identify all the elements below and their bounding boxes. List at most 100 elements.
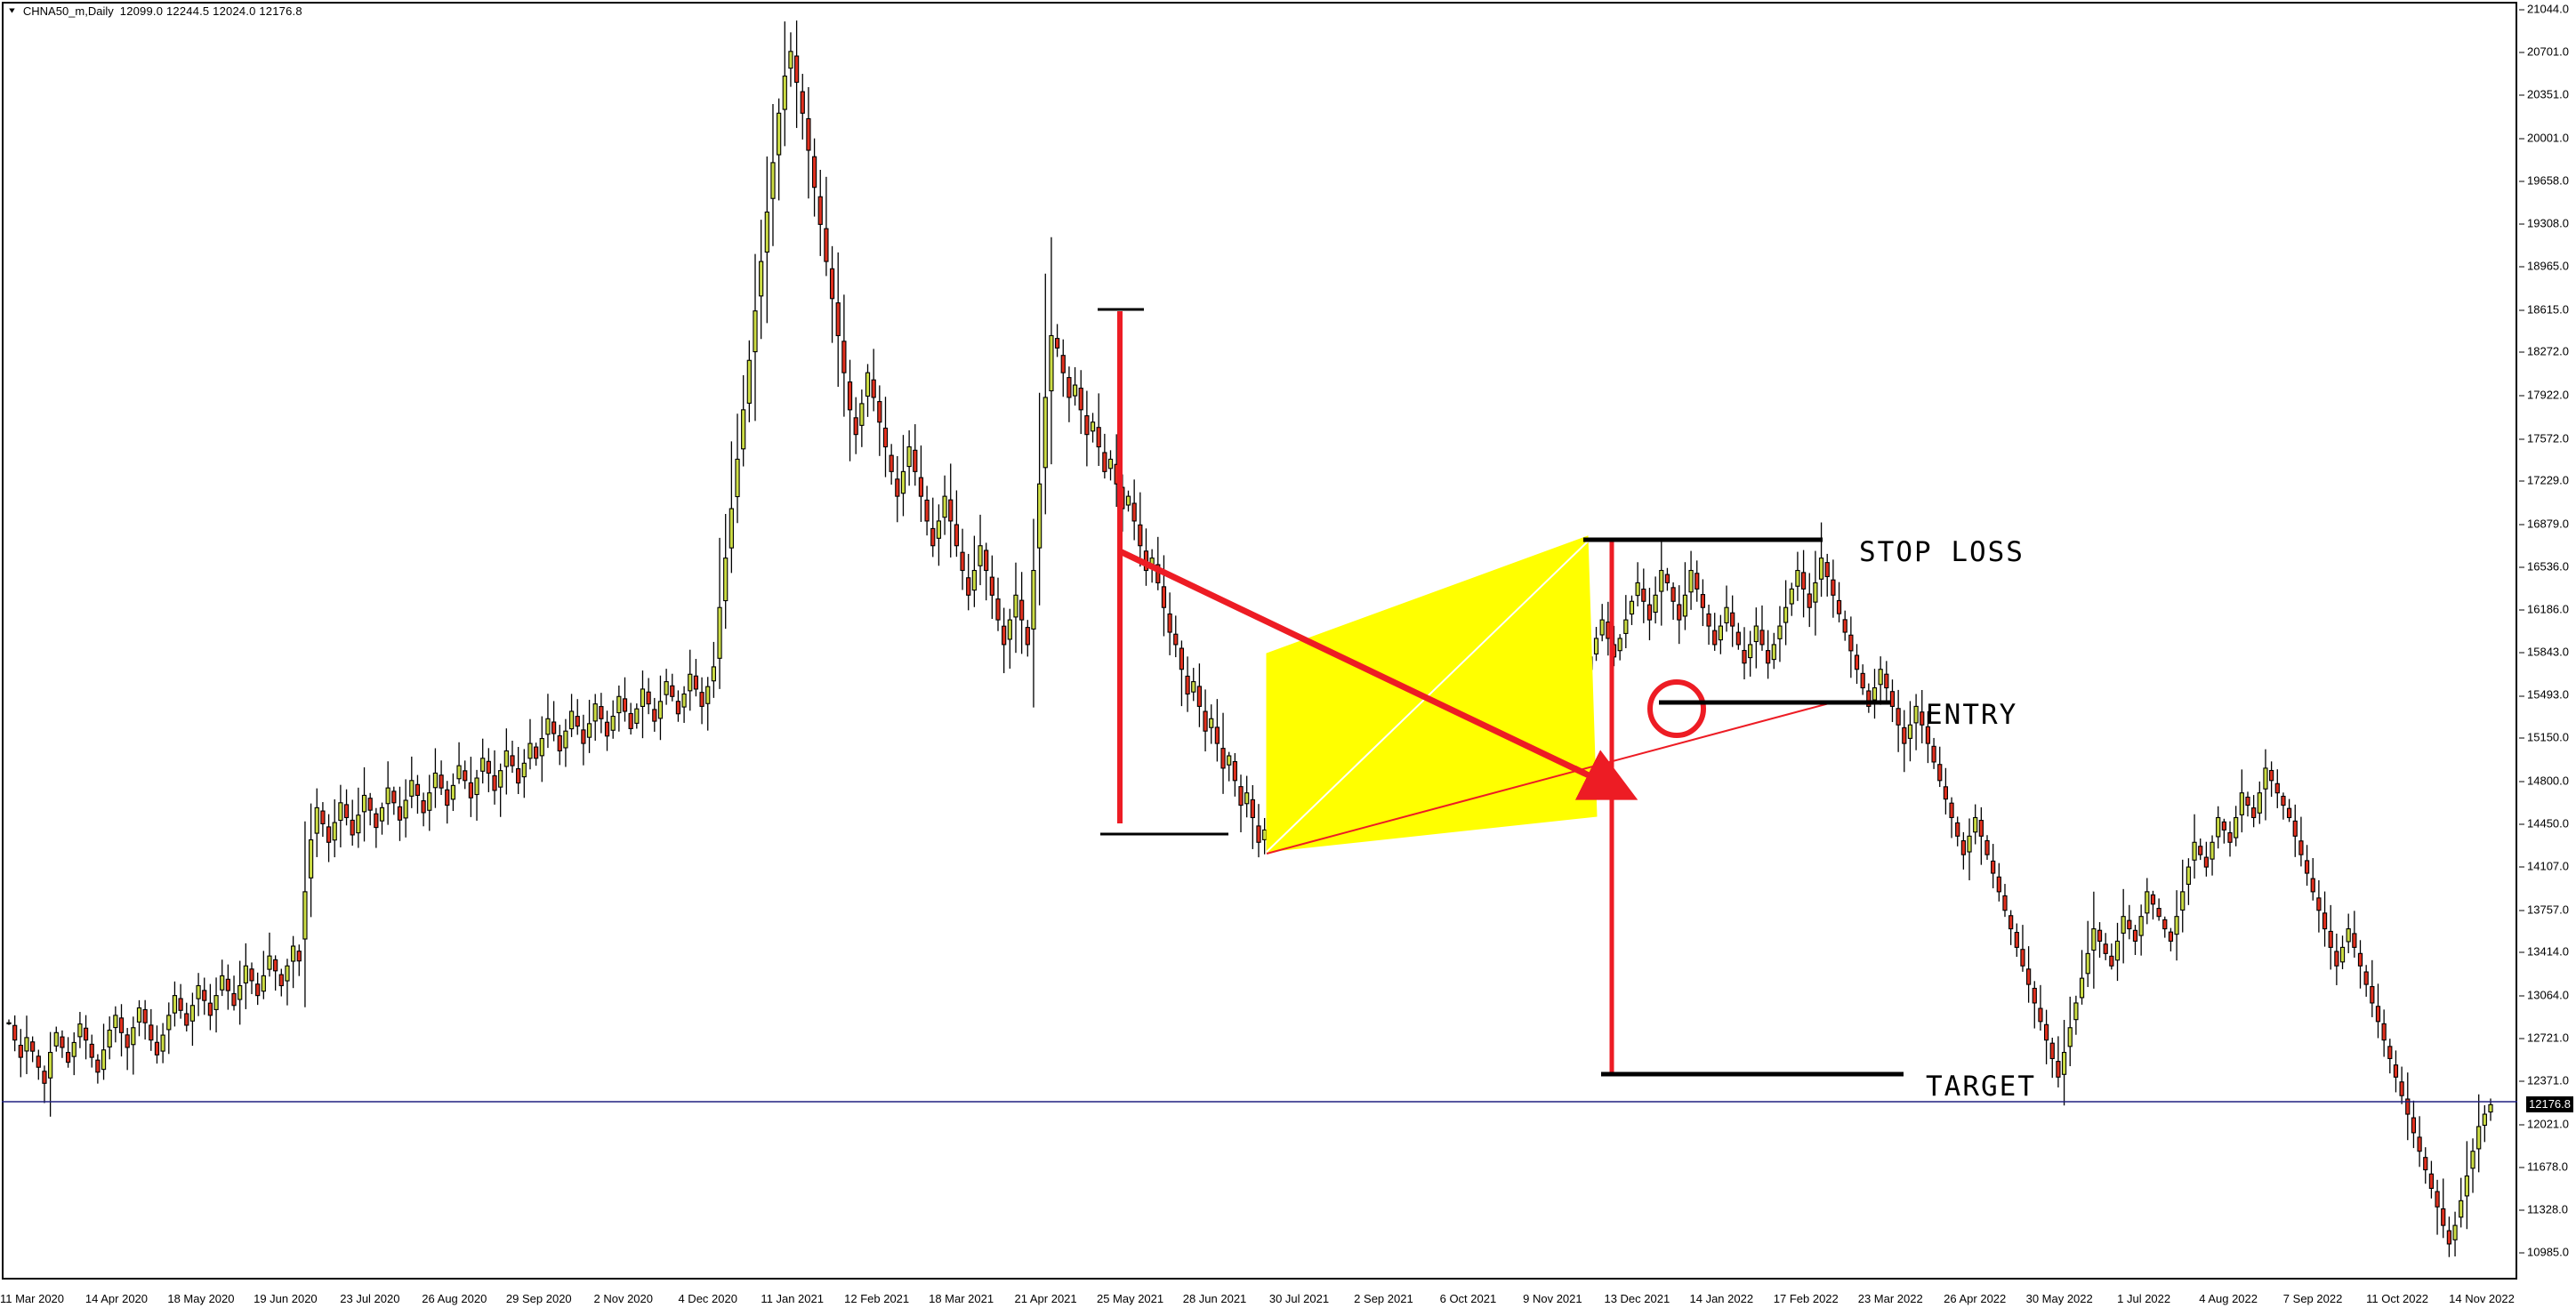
candle-body <box>2085 952 2090 975</box>
tick-dash-icon <box>2519 995 2524 997</box>
candle-body <box>427 792 432 811</box>
price-tick-label: 14107.0 <box>2527 859 2569 873</box>
candle-body <box>551 721 557 734</box>
candle-body <box>2020 949 2025 967</box>
candle-body <box>374 813 379 829</box>
candle-body <box>1753 625 1759 643</box>
date-tick-label: 9 Nov 2021 <box>1523 1292 1582 1305</box>
candle-body <box>1031 569 1036 630</box>
candle-body <box>741 409 746 450</box>
date-axis[interactable]: 11 Mar 2020 14 Apr 2020 18 May 2020 19 Jun … <box>0 1281 2576 1308</box>
candle-body <box>136 1007 142 1023</box>
candle-body <box>2239 792 2244 815</box>
candle-body <box>699 692 704 707</box>
candle-body <box>65 1052 71 1063</box>
date-tick-label: 14 Jan 2022 <box>1689 1292 1754 1305</box>
candle-body <box>2257 792 2262 814</box>
tick-dash-icon <box>2519 866 2524 868</box>
candle-body <box>1920 711 1925 726</box>
chevron-down-icon[interactable]: ▼ <box>7 5 17 15</box>
tick-dash-icon <box>2519 781 2524 782</box>
candle-body <box>628 712 633 729</box>
candle-body <box>2121 916 2126 934</box>
price-tick-label: 14450.0 <box>2527 816 2569 831</box>
candle-body <box>1250 798 1255 819</box>
candle-body <box>2381 1023 2387 1041</box>
tick-dash-icon <box>2519 395 2524 397</box>
candle-body <box>1943 786 1949 800</box>
candle-body <box>409 780 415 797</box>
date-tick-label: 14 Nov 2022 <box>2449 1292 2515 1305</box>
candle-body <box>693 675 699 690</box>
entry-trigger-line[interactable] <box>1266 702 1833 855</box>
candle-body <box>527 742 533 759</box>
price-tick: 20001.0 <box>2519 131 2569 144</box>
candle-body <box>2067 1027 2073 1047</box>
candle-body <box>42 1071 47 1084</box>
candle-body <box>788 51 793 69</box>
candle-body <box>895 478 900 497</box>
candle-body <box>267 955 272 970</box>
price-tick: 11328.0 <box>2519 1203 2568 1216</box>
date-tick-label: 4 Dec 2020 <box>678 1292 737 1305</box>
entry-circle-marker[interactable] <box>1647 679 1706 738</box>
candle-body <box>1695 573 1700 590</box>
price-tick-label: 12721.0 <box>2527 1031 2569 1045</box>
candle-body <box>486 760 491 774</box>
candle-body <box>1836 599 1842 614</box>
candle-body <box>249 968 254 982</box>
price-tick: 16879.0 <box>2519 517 2569 530</box>
candle-body <box>1131 502 1137 522</box>
candle-body <box>829 268 835 300</box>
tick-dash-icon <box>2519 1038 2524 1039</box>
candle-body <box>95 1059 101 1073</box>
price-axis[interactable]: 21044.0 20701.0 20351.0 20001.0 19658.0 19308… <box>2519 0 2576 1278</box>
candle-body <box>1872 687 1878 701</box>
candle-body <box>1973 816 1978 833</box>
price-tick-label: 11678.0 <box>2527 1160 2569 1174</box>
candle-body <box>746 359 752 405</box>
candle-body <box>2114 940 2121 961</box>
candle-body <box>474 777 479 796</box>
candle-body <box>2186 866 2192 886</box>
trendline-arrow <box>1573 750 1638 800</box>
candle-body <box>960 551 965 572</box>
candle-body <box>670 685 675 697</box>
price-tick: 15150.0 <box>2519 731 2569 744</box>
symbol-timeframe-label: CHNA50_m,Daily <box>22 4 114 18</box>
candle-body <box>930 527 936 547</box>
candle-body <box>231 992 237 1007</box>
price-tick: 12371.0 <box>2519 1074 2569 1087</box>
candle-body <box>503 750 509 767</box>
date-tick-label: 11 Jan 2021 <box>761 1292 824 1305</box>
tick-dash-icon <box>2519 1080 2524 1082</box>
candle-body <box>2274 782 2280 794</box>
descending-trendline[interactable] <box>1118 548 1587 777</box>
candle-body <box>1896 708 1901 726</box>
candle-body <box>338 802 343 822</box>
date-tick-label: 17 Feb 2022 <box>1773 1292 1839 1305</box>
candle-body <box>2482 1113 2487 1127</box>
date-tick-label: 2 Sep 2021 <box>1354 1292 1413 1305</box>
candle-body <box>1889 691 1896 707</box>
candle-body <box>2156 908 2161 918</box>
candle-body <box>1766 650 1771 664</box>
candle-body <box>1730 612 1735 627</box>
candle-body <box>131 1027 136 1046</box>
price-tick-label: 13757.0 <box>2527 903 2569 917</box>
candle-body <box>2043 1023 2049 1041</box>
tick-dash-icon <box>2519 1167 2524 1168</box>
price-tick: 18615.0 <box>2519 302 2569 316</box>
candle-body <box>273 959 278 972</box>
candle-body <box>1670 587 1676 602</box>
candle-body <box>2263 767 2268 790</box>
candle-body <box>1818 558 1824 580</box>
candle-body <box>2393 1064 2399 1078</box>
candle-body <box>652 709 657 722</box>
candle-body <box>2203 856 2209 868</box>
candle-body <box>71 1041 76 1057</box>
candle-body <box>77 1023 83 1038</box>
candle-body <box>2127 919 2132 930</box>
candle-body <box>385 787 390 805</box>
